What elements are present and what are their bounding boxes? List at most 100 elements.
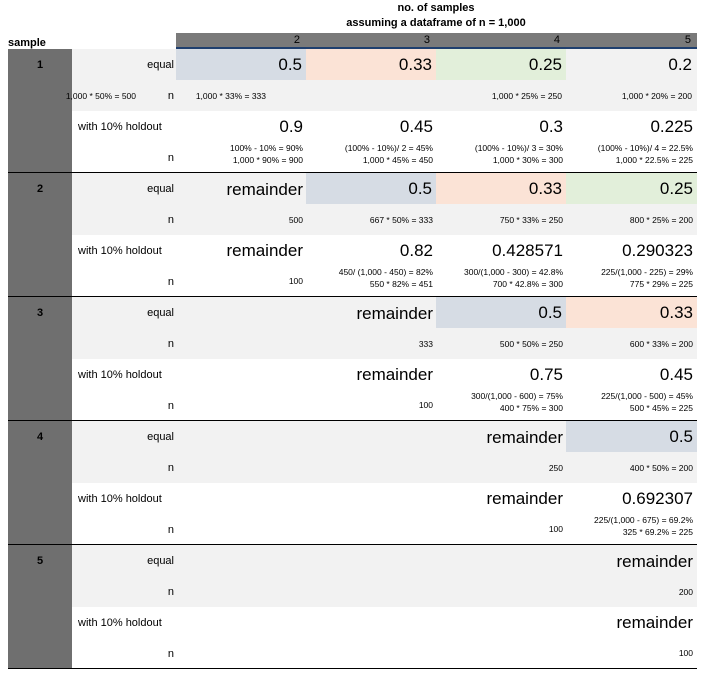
value: 0.2 bbox=[668, 55, 692, 74]
calc-text: (100% - 10%)/ 2 = 45% bbox=[344, 143, 433, 153]
value: 0.5 bbox=[408, 179, 432, 198]
sample-block-3: 3 equal n with 10% holdout n remainder 0… bbox=[8, 297, 697, 421]
row-label-n: n bbox=[167, 648, 174, 660]
column-number: 4 bbox=[553, 34, 560, 46]
cell: 0.33 bbox=[306, 49, 436, 80]
sample-block-5: 5 equal n with 10% holdout n remainder 2… bbox=[8, 545, 697, 669]
value: 0.5 bbox=[538, 303, 562, 322]
column-number: 2 bbox=[293, 34, 300, 46]
calc-text: 500 * 45% = 225 bbox=[629, 403, 693, 413]
row-label-n: n bbox=[167, 90, 174, 102]
block-divider bbox=[8, 296, 697, 297]
value: remainder bbox=[356, 365, 433, 384]
row-label-equal: equal bbox=[147, 431, 174, 443]
row-label-n: n bbox=[167, 524, 174, 536]
cell: 0.5 bbox=[436, 297, 566, 328]
calc-text: 550 * 82% = 451 bbox=[369, 279, 433, 289]
sample-number: 2 bbox=[36, 183, 44, 195]
value: remainder bbox=[226, 241, 303, 260]
value: 0.9 bbox=[279, 117, 303, 136]
calc-text: 1,000 * 30% = 300 bbox=[492, 155, 563, 165]
calc-text: 100% - 10% = 90% bbox=[229, 143, 303, 153]
value: 0.25 bbox=[659, 179, 693, 198]
calc-text: 1,000 * 20% = 200 bbox=[621, 91, 692, 101]
value: 0.5 bbox=[278, 55, 302, 74]
sample-number: 3 bbox=[36, 307, 44, 319]
row-label-holdout: with 10% holdout bbox=[78, 245, 162, 257]
calc-text: 400 * 50% = 200 bbox=[629, 463, 693, 473]
column-header-5: 5 bbox=[566, 33, 697, 47]
column-number: 3 bbox=[423, 34, 430, 46]
row-label-holdout: with 10% holdout bbox=[78, 493, 162, 505]
block-divider bbox=[8, 544, 697, 545]
value: 0.25 bbox=[528, 55, 562, 74]
equal-n-band bbox=[72, 328, 697, 359]
row-label-holdout: with 10% holdout bbox=[78, 369, 162, 381]
value: 0.45 bbox=[399, 117, 433, 136]
sample-block-2: 2 equal n with 10% holdout n remainder 0… bbox=[8, 173, 697, 297]
calc-text: 450/ (1,000 - 450) = 82% bbox=[338, 267, 433, 277]
row-label-equal: equal bbox=[147, 307, 174, 319]
cell: 0.5 bbox=[306, 173, 436, 204]
sample-sidebar bbox=[8, 49, 72, 173]
calc-text: 800 * 25% = 200 bbox=[629, 215, 693, 225]
value: 0.33 bbox=[528, 179, 562, 198]
cell: 0.33 bbox=[566, 297, 697, 328]
row-label-holdout: with 10% holdout bbox=[78, 617, 162, 629]
cell: 0.2 bbox=[566, 49, 696, 80]
row-label-holdout: with 10% holdout bbox=[78, 121, 162, 133]
calc-text: 400 * 75% = 300 bbox=[499, 403, 563, 413]
value: 0.33 bbox=[659, 303, 693, 322]
value: remainder bbox=[486, 428, 563, 447]
sample-sidebar bbox=[8, 297, 72, 421]
calc-text: 333 bbox=[418, 339, 433, 349]
sample-number: 4 bbox=[36, 431, 44, 443]
row-label-equal: equal bbox=[147, 555, 174, 567]
value: 0.225 bbox=[650, 117, 693, 136]
calc-text: 500 * 50% = 250 bbox=[499, 339, 563, 349]
calc-text: 100 bbox=[678, 648, 693, 658]
row-label-n: n bbox=[167, 214, 174, 226]
equal-n-band bbox=[72, 576, 697, 607]
calc-text: 500 bbox=[288, 215, 303, 225]
calc-text: 100 bbox=[288, 276, 303, 286]
calc-text: 1,000 * 45% = 450 bbox=[362, 155, 433, 165]
column-number: 5 bbox=[684, 34, 691, 46]
sample-number: 1 bbox=[36, 59, 44, 71]
column-header-2: 2 bbox=[176, 33, 306, 47]
sample-block-4: 4 equal n with 10% holdout n remainder 0… bbox=[8, 421, 697, 545]
calc-text: 1,000 * 50% = 500 bbox=[65, 91, 136, 101]
sample-block-1: 1 equal n with 10% holdout n 0.5 0.33 0.… bbox=[8, 49, 697, 173]
row-label-n: n bbox=[167, 338, 174, 350]
calc-text: 225/(1,000 - 225) = 29% bbox=[601, 267, 693, 277]
sample-sidebar bbox=[8, 545, 72, 669]
row-label-n: n bbox=[167, 586, 174, 598]
value: 0.45 bbox=[659, 365, 693, 384]
calc-text: 1,000 * 25% = 250 bbox=[491, 91, 562, 101]
calc-text: 750 * 33% = 250 bbox=[499, 215, 563, 225]
calc-text: 300/(1,000 - 600) = 75% bbox=[471, 391, 563, 401]
calc-text: 600 * 33% = 200 bbox=[629, 339, 693, 349]
value: 0.75 bbox=[529, 365, 563, 384]
sample-sidebar bbox=[8, 421, 72, 545]
calc-text: 100 bbox=[418, 400, 433, 410]
row-label-equal: equal bbox=[147, 59, 174, 71]
equal-band bbox=[72, 545, 697, 576]
calc-text: 1,000 * 90% = 900 bbox=[232, 155, 303, 165]
calc-text: 1,000 * 22.5% = 225 bbox=[615, 155, 693, 165]
row-label-n: n bbox=[167, 462, 174, 474]
calc-text: 200 bbox=[678, 587, 693, 597]
calc-text: 325 * 69.2% = 225 bbox=[622, 527, 693, 537]
block-divider bbox=[8, 172, 697, 173]
row-label-n: n bbox=[167, 276, 174, 288]
calc-text: (100% - 10%)/ 3 = 30% bbox=[474, 143, 563, 153]
equal-n-band bbox=[72, 204, 697, 235]
sample-number: 5 bbox=[36, 555, 44, 567]
calc-text: 667 * 50% = 333 bbox=[369, 215, 433, 225]
header-divider bbox=[176, 47, 697, 49]
value: 0.428571 bbox=[492, 241, 563, 260]
value: remainder bbox=[486, 489, 563, 508]
table-title: no. of samples bbox=[397, 2, 475, 14]
calc-text: 100 bbox=[548, 524, 563, 534]
